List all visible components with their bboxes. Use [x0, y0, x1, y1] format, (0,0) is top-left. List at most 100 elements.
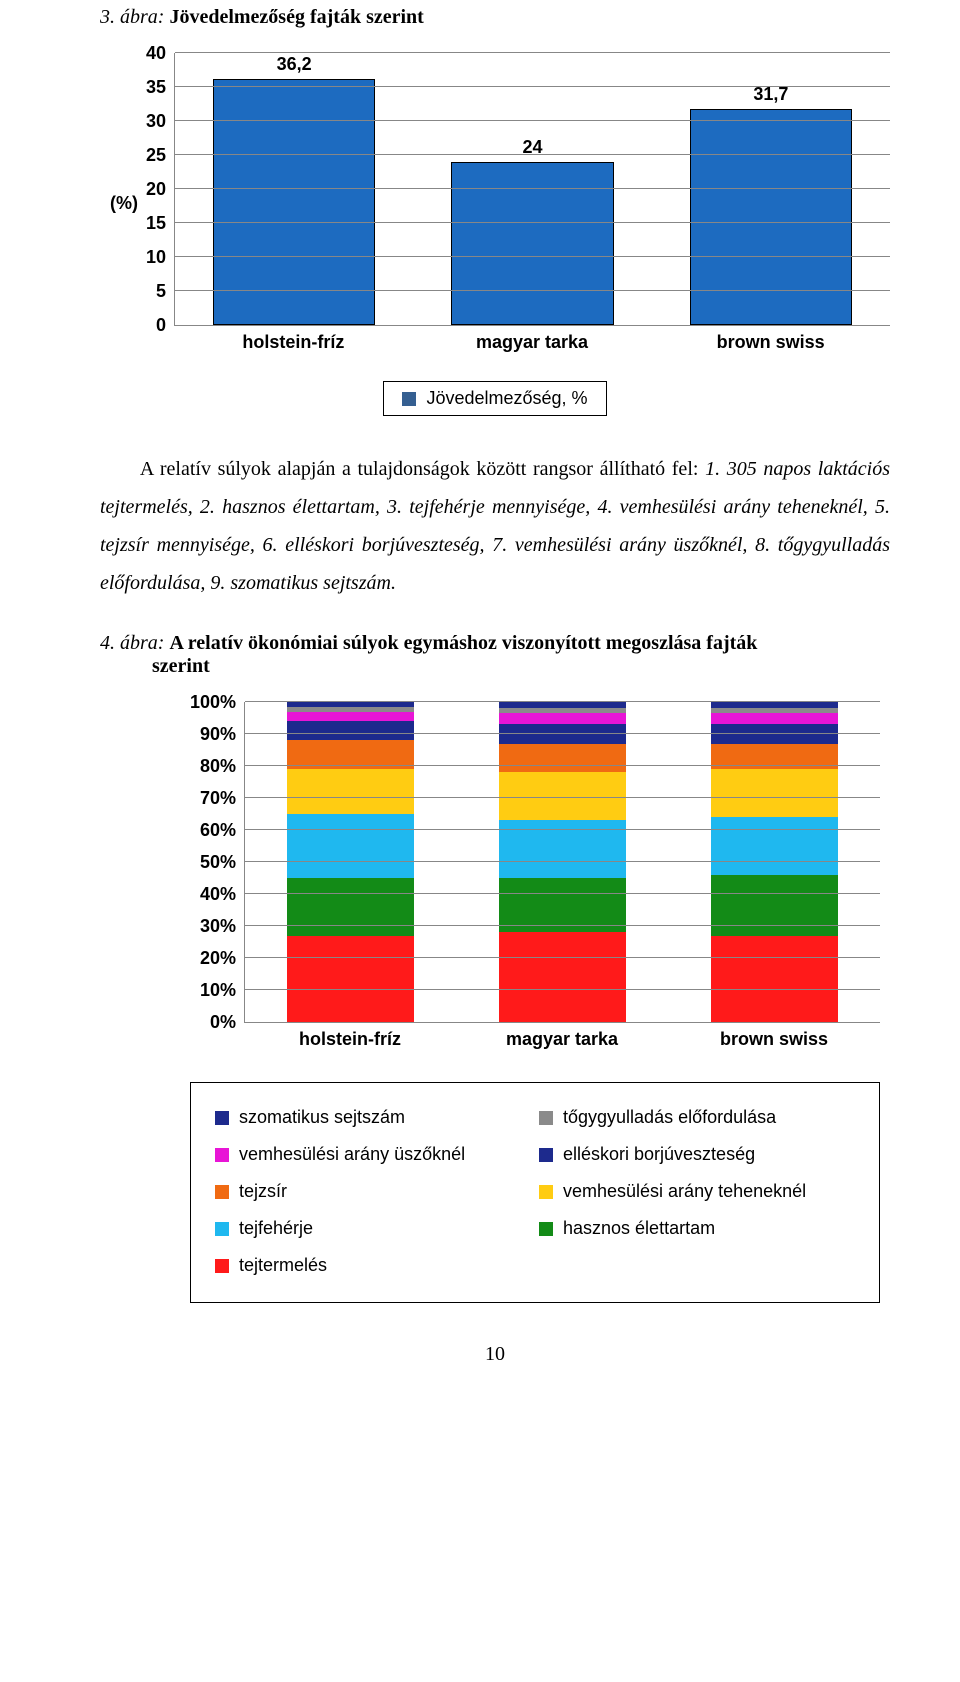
- fig4-gridline: [245, 989, 880, 990]
- para-lead: A relatív súlyok alapján a tulajdonságok…: [140, 458, 699, 480]
- fig4-legend-row: tejfehérje hasznos élettartam: [211, 1210, 859, 1247]
- fig3-ylabel-wrap: (%): [110, 53, 138, 353]
- fig4-legend-item: tőgygyulladás előfordulása: [535, 1099, 859, 1136]
- fig4-segment-vemh_tehen: [711, 769, 838, 817]
- fig3-number: 3. ábra:: [100, 6, 164, 28]
- fig4-legend-swatch: [539, 1185, 553, 1199]
- fig3-yticks: 4035302520151050: [146, 53, 166, 325]
- fig4-chart: 100%90%80%70%60%50%40%30%20%10%0% holste…: [190, 702, 880, 1050]
- fig3-legend-label: Jövedelmezőség, %: [426, 388, 587, 409]
- fig3-category-label: brown swiss: [651, 326, 890, 353]
- fig4-gridline: [245, 829, 880, 830]
- fig4-categories: holstein-frízmagyar tarkabrown swiss: [244, 1023, 880, 1050]
- fig3-gridline: [175, 52, 890, 53]
- fig4-plot: [244, 702, 880, 1023]
- fig3-title: 3. ábra: Jövedelmezőség fajták szerint: [100, 6, 890, 29]
- fig4-segment-tejfeherje: [711, 817, 838, 875]
- fig4-gridline: [245, 701, 880, 702]
- fig4-legend-swatch: [215, 1111, 229, 1125]
- fig4-category-label: brown swiss: [668, 1023, 880, 1050]
- fig4-segment-elleskori: [499, 724, 626, 743]
- fig3-bar: [451, 162, 613, 325]
- fig4-gridline: [245, 893, 880, 894]
- fig4-segment-hasznos_elettartam: [287, 878, 414, 936]
- fig4-segment-vemh_uszo: [499, 713, 626, 724]
- fig4-legend-label: vemhesülési arány üszőknél: [239, 1144, 465, 1165]
- fig3-gridline: [175, 188, 890, 189]
- fig4-number: 4. ábra:: [100, 632, 164, 654]
- fig3-categories: holstein-frízmagyar tarkabrown swiss: [174, 326, 890, 353]
- fig4-gridline: [245, 861, 880, 862]
- fig4-legend-label: vemhesülési arány teheneknél: [563, 1181, 806, 1202]
- fig3-bar: [690, 109, 852, 325]
- fig4-segment-tejtermeles: [287, 936, 414, 1022]
- fig4-legend-item: hasznos élettartam: [535, 1210, 859, 1247]
- fig4-legend-swatch: [539, 1148, 553, 1162]
- fig3-gridline: [175, 120, 890, 121]
- fig4-legend-label: szomatikus sejtszám: [239, 1107, 405, 1128]
- fig4-legend-row: vemhesülési arány üszőknél elléskori borj…: [211, 1136, 859, 1173]
- fig4-legend-item: elléskori borjúveszteség: [535, 1136, 859, 1173]
- page: 3. ábra: Jövedelmezőség fajták szerint (…: [0, 6, 960, 1406]
- fig4-legend-item: szomatikus sejtszám: [211, 1099, 535, 1136]
- fig4-bars: [245, 702, 880, 1022]
- fig4-segment-elleskori: [287, 721, 414, 740]
- fig4-gridline: [245, 797, 880, 798]
- fig3-bars: 36,2 24 31,7: [175, 53, 890, 325]
- fig4-legend-item: vemhesülési arány üszőknél: [211, 1136, 535, 1173]
- fig4-legend-row: szomatikus sejtszám tőgygyulladás előford…: [211, 1099, 859, 1136]
- fig3-gridline: [175, 222, 890, 223]
- fig4-legend-label: tejzsír: [239, 1181, 287, 1202]
- fig4-bar-col: [245, 702, 457, 1022]
- fig3-yaxis: 4035302520151050: [146, 53, 166, 353]
- fig4-legend-swatch: [539, 1222, 553, 1236]
- fig4-bar-col: [457, 702, 669, 1022]
- fig4-legend-swatch: [215, 1259, 229, 1273]
- fig4-title: 4. ábra: A relatív ökonómiai súlyok egym…: [100, 632, 890, 678]
- fig4-segment-tejzsir: [499, 744, 626, 773]
- fig4-legend-label: elléskori borjúveszteség: [563, 1144, 755, 1165]
- fig4-segment-tejfeherje: [287, 814, 414, 878]
- fig3-bar: [213, 79, 375, 325]
- fig3-plot-wrap: 36,2 24 31,7 holstein-frízmagyar tarkabrow…: [174, 53, 890, 353]
- fig3-chart: (%) 4035302520151050 36,2 24 31,7 holstein…: [110, 53, 890, 353]
- fig4-segment-tejtermeles: [499, 932, 626, 1022]
- fig4-legend-swatch: [539, 1111, 553, 1125]
- fig4-gridline: [245, 925, 880, 926]
- fig4-legend-label: tőgygyulladás előfordulása: [563, 1107, 776, 1128]
- fig4-legend: szomatikus sejtszám tőgygyulladás előford…: [190, 1082, 880, 1303]
- fig3-value-label: 31,7: [753, 84, 788, 105]
- fig4-legend-label: hasznos élettartam: [563, 1218, 715, 1239]
- fig4-title-text: A relatív ökonómiai súlyok egymáshoz vis…: [100, 632, 757, 677]
- fig3-legend: Jövedelmezőség, %: [383, 381, 606, 416]
- fig4-legend-row: tejzsír vemhesülési arány teheneknél: [211, 1173, 859, 1210]
- fig4-segment-vemh_tehen: [287, 769, 414, 814]
- fig4-category-label: magyar tarka: [456, 1023, 668, 1050]
- fig4-legend-row: tejtermelés: [211, 1247, 859, 1284]
- fig3-title-text: Jövedelmezőség fajták szerint: [169, 6, 423, 28]
- fig4-legend-item: tejtermelés: [211, 1247, 535, 1284]
- fig4-yticks: 100%90%80%70%60%50%40%30%20%10%0%: [190, 702, 236, 1022]
- fig4-legend-swatch: [215, 1148, 229, 1162]
- fig4-plot-wrap: holstein-frízmagyar tarkabrown swiss: [244, 702, 880, 1050]
- fig3-ylabel: (%): [110, 193, 138, 214]
- fig4-segment-vemh_uszo: [711, 713, 838, 724]
- fig3-bar-col: 31,7: [652, 53, 890, 325]
- fig3-plot: 36,2 24 31,7: [174, 53, 890, 326]
- fig4-legend-label: tejfehérje: [239, 1218, 313, 1239]
- fig4-legend-swatch: [215, 1185, 229, 1199]
- fig4-gridline: [245, 765, 880, 766]
- fig3-category-label: holstein-fríz: [174, 326, 413, 353]
- ranking-paragraph: A relatív súlyok alapján a tulajdonságok…: [100, 450, 890, 602]
- fig3-bar-col: 36,2: [175, 53, 413, 325]
- fig4-category-label: holstein-fríz: [244, 1023, 456, 1050]
- fig3-bar-col: 24: [413, 53, 651, 325]
- page-number: 10: [100, 1343, 890, 1366]
- fig3-value-label: 36,2: [277, 54, 312, 75]
- fig4-gridline: [245, 957, 880, 958]
- fig4-legend-item: tejfehérje: [211, 1210, 535, 1247]
- fig4-segment-elleskori: [711, 724, 838, 743]
- fig4-gridline: [245, 733, 880, 734]
- fig3-category-label: magyar tarka: [413, 326, 652, 353]
- fig3-gridline: [175, 86, 890, 87]
